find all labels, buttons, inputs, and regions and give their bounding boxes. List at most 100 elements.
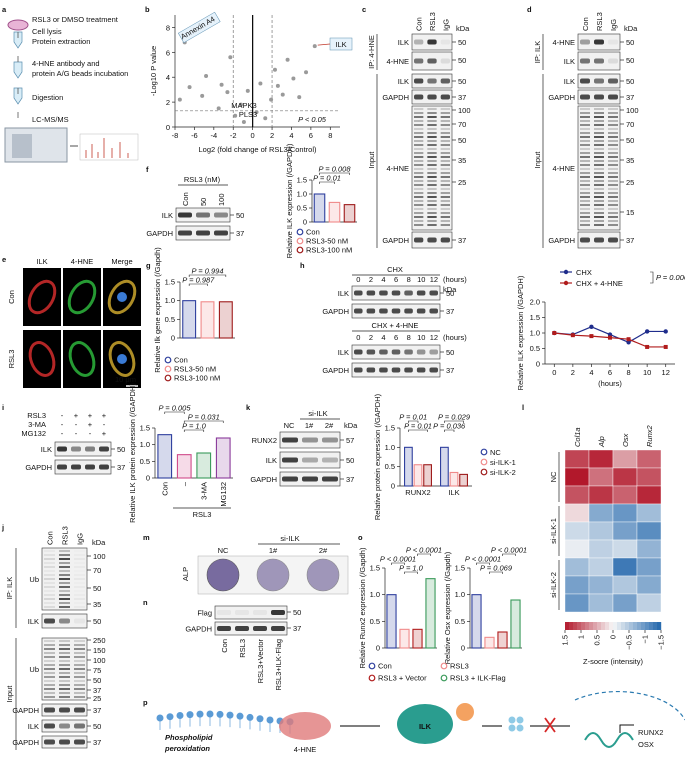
- significance-bracket: [391, 562, 405, 565]
- blot-band: [608, 128, 618, 130]
- data-point: [177, 97, 182, 102]
- blot-band: [594, 58, 604, 64]
- legend-marker: [296, 237, 304, 245]
- heatmap-cell: [588, 539, 614, 559]
- blot-band: [594, 39, 604, 45]
- blot-band: [302, 457, 318, 463]
- blot-band: [427, 148, 437, 150]
- blot-band: [608, 152, 618, 154]
- panel-letter: b: [145, 5, 150, 14]
- y-axis-label: -Log10 P value: [149, 46, 158, 96]
- blot-band: [74, 692, 85, 694]
- colorbar-segment: [657, 622, 662, 630]
- blot-band: [594, 212, 604, 214]
- significance-bracket: [408, 429, 428, 432]
- fragment: [508, 716, 516, 724]
- ip-label: IP: 4-HNE: [367, 35, 376, 69]
- blot-band: [580, 180, 590, 182]
- row-group-label: si-ILK-1: [549, 518, 558, 544]
- blot-band: [379, 349, 388, 355]
- lipid-head: [246, 713, 254, 721]
- blot-band: [608, 212, 618, 214]
- significance-bracket: [164, 411, 185, 414]
- blot-band: [414, 176, 424, 178]
- column-label: Col1a: [573, 427, 582, 447]
- colorbar-segment: [589, 622, 594, 630]
- blot-band: [44, 582, 55, 584]
- blot-band: [440, 128, 450, 130]
- blot-band: [282, 437, 298, 443]
- blot-band: [74, 707, 85, 713]
- blot-band: [59, 594, 70, 596]
- blot-band: [427, 204, 437, 206]
- blot-band: [74, 562, 85, 564]
- series-point: [663, 344, 668, 349]
- colorbar-segment: [649, 622, 654, 630]
- lane-label: IgG: [441, 19, 450, 31]
- y-axis-label: Relative Osx expression (/Gapdh): [443, 551, 452, 664]
- blot-band: [594, 200, 604, 202]
- significance-bracket: [444, 420, 464, 423]
- blot-band: [440, 220, 450, 222]
- significance-bracket: [489, 571, 503, 574]
- p-value: P < 0.0001: [465, 555, 501, 564]
- y-tick-label: 1.5: [385, 424, 395, 433]
- legend-label: si-ILK-2: [490, 468, 516, 477]
- bar: [471, 594, 482, 649]
- treatment-label: 3-MA: [28, 420, 46, 429]
- row-label: ILK: [41, 445, 52, 454]
- lane-label: 50: [199, 198, 208, 206]
- time-label: 2: [369, 275, 373, 284]
- p-value: P = 0.029: [438, 413, 471, 422]
- blot-band: [594, 120, 604, 122]
- blot-band: [74, 566, 85, 568]
- blot-band: [580, 156, 590, 158]
- x-tick-label: 0: [552, 368, 556, 377]
- blot-band: [608, 136, 618, 138]
- x-tick-label: 8: [626, 368, 630, 377]
- bar: [215, 437, 231, 479]
- treatment-sign: -: [103, 420, 106, 429]
- blot-band: [414, 120, 424, 122]
- blot-band: [414, 164, 424, 166]
- lipid-head: [186, 711, 194, 719]
- kda-marker: 37: [626, 236, 634, 245]
- y-axis-label: Relative ILK expression (/GAPDH): [516, 275, 525, 390]
- row-label: GAPDH: [322, 366, 349, 375]
- proteasome: [456, 703, 474, 721]
- blot-band: [608, 140, 618, 142]
- blot-band: [440, 148, 450, 150]
- series-point: [570, 333, 575, 338]
- kda-marker: 50: [626, 136, 634, 145]
- blot-band: [594, 216, 604, 218]
- blot-band: [594, 220, 604, 222]
- series-point: [644, 329, 650, 334]
- treatment-sign: +: [74, 411, 79, 420]
- blot-band: [59, 558, 70, 560]
- blot: [577, 105, 621, 231]
- bar: [176, 454, 192, 479]
- bar: [423, 464, 432, 487]
- row-label: GAPDH: [12, 738, 39, 747]
- data-point: [304, 70, 309, 75]
- blot-band: [391, 367, 401, 373]
- blot-band: [74, 550, 85, 552]
- data-point: [285, 57, 290, 62]
- heatmap-cell: [564, 485, 590, 505]
- blot-band: [427, 132, 437, 134]
- blot-band: [608, 144, 618, 146]
- time-label: 6: [394, 275, 398, 284]
- row-label: ILK: [398, 77, 409, 86]
- time-label: 4: [381, 275, 385, 284]
- y-tick-label: 1.0: [140, 440, 150, 449]
- series-point: [589, 324, 594, 329]
- kda-marker: 57: [346, 436, 354, 445]
- blot-band: [608, 172, 618, 174]
- blot-band: [74, 652, 85, 654]
- colorbar-segment: [621, 622, 626, 630]
- blot-band: [427, 39, 437, 45]
- colorbar-segment: [629, 622, 634, 630]
- blot-band: [404, 349, 413, 355]
- kda-marker: 15: [626, 208, 634, 217]
- heatmap-cell: [588, 485, 614, 505]
